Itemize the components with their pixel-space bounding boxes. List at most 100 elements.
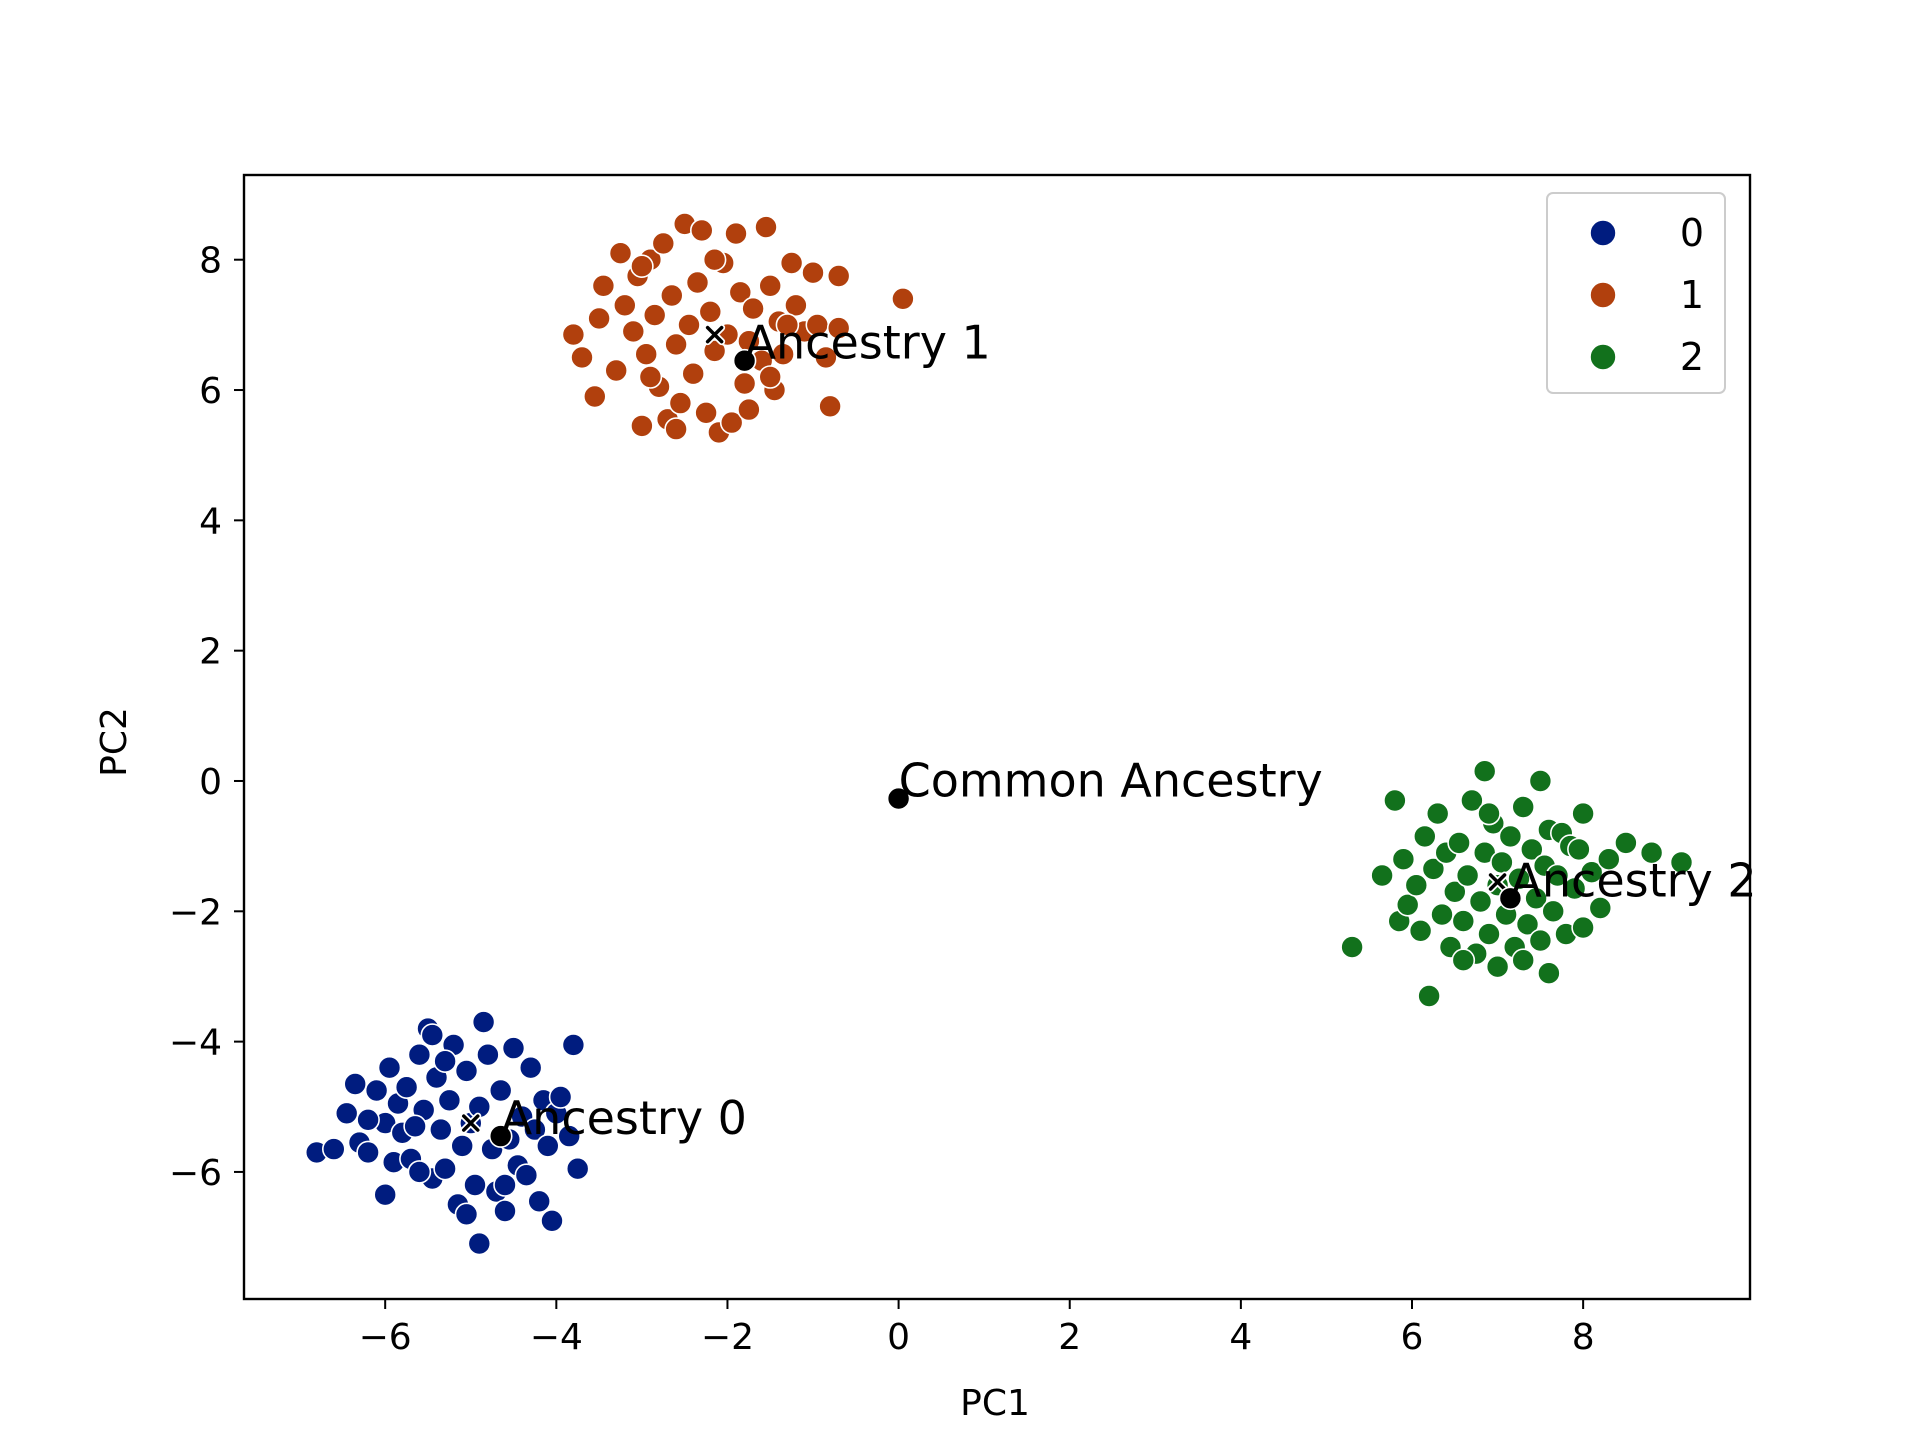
data-point [659,283,684,308]
data-point [582,384,607,409]
legend-marker [1589,343,1617,371]
data-point [467,1231,492,1256]
series-0 [304,1010,590,1256]
data-point [557,1124,582,1148]
series-2 [1340,759,1694,1008]
data-point [608,241,633,265]
data-point [1579,860,1604,885]
x-tick-label: −4 [530,1317,583,1358]
data-point [1455,863,1480,888]
data-point [1408,918,1433,943]
data-point [1498,824,1523,849]
data-point [724,221,748,246]
data-point [334,1101,359,1126]
data-point [407,1160,432,1184]
data-point [561,1033,586,1057]
data-point [501,1036,526,1060]
data-point [664,417,688,441]
data-point [428,1117,453,1142]
y-axis-label: PC2 [94,707,135,777]
data-point [1468,889,1493,914]
annotations: Ancestry 0 Ancestry 1 Ancestry 2 Common Anc… [488,316,1757,1148]
annotation-label: Ancestry 2 [1510,853,1756,907]
data-point [1447,831,1471,855]
data-point [463,1173,487,1197]
data-point [775,313,800,337]
data-point [702,339,727,363]
data-point [719,410,744,435]
data-point [801,260,825,285]
data-point [784,293,808,318]
data-point [1430,902,1454,927]
annotation-label: Ancestry 1 [745,316,991,370]
data-point [591,273,616,298]
data-point [587,306,611,331]
data-point [1571,801,1595,826]
data-point [604,358,629,383]
data-point [1383,788,1407,813]
data-point [638,365,663,389]
data-point [1537,961,1561,986]
x-tick-label: 4 [1229,1317,1252,1358]
y-tick-label: 2 [199,632,222,673]
data-point [514,1163,539,1187]
annotation-point [732,348,757,373]
data-point [321,1137,346,1161]
data-point [694,400,718,425]
legend-label: 2 [1680,335,1704,379]
data-point [758,365,783,389]
y-tick-label: 6 [199,371,222,412]
data-point [1451,909,1476,933]
centroid-marker-2 [1487,871,1509,893]
data-point [493,1173,517,1197]
centroid-marker-1 [704,324,726,346]
data-point [356,1108,380,1132]
data-point [454,1059,479,1083]
data-point [1421,857,1446,881]
data-point [1451,948,1476,973]
data-point [668,391,693,415]
data-point [698,299,723,324]
data-point [433,1156,457,1181]
data-point [433,1049,457,1073]
data-point [826,264,851,288]
data-point [450,1134,475,1158]
data-point [540,1209,564,1233]
data-point [1520,837,1544,862]
data-point [1340,935,1364,959]
legend-marker [1589,281,1617,309]
x-axis-label: PC1 [960,1383,1030,1424]
data-point [826,316,851,340]
data-point [377,1055,402,1080]
centroid-marker-0 [460,1112,482,1134]
axes: −6 −4 −2 0 2 4 6 8 −6 −4 −2 0 2 4 6 8 [169,173,1752,1358]
data-point [1413,824,1437,849]
annotation-point [886,786,911,811]
data-point [1417,984,1441,1008]
data-point [565,1156,590,1181]
data-point [634,342,659,367]
data-point [1528,928,1553,953]
data-point [1425,801,1450,826]
data-point [728,280,753,305]
data-point [1614,831,1638,855]
data-point [437,1088,462,1113]
y-tick-label: 8 [199,241,222,282]
annotation-label: Common Ancestry [899,754,1323,808]
data-point [1524,886,1548,911]
data-point [681,361,706,386]
data-point [612,293,637,318]
y-tick-label: 0 [199,762,222,803]
plot-frame [242,173,1752,1301]
data-point [1545,863,1570,888]
data-point [891,286,915,311]
data-point [1588,896,1613,920]
data-point [403,1114,427,1139]
data-point [1639,840,1664,865]
data-point [779,251,804,275]
data-point [1567,837,1591,862]
data-point [685,270,710,295]
data-point [630,254,654,279]
data-point [471,1010,496,1034]
data-point [1485,954,1510,979]
